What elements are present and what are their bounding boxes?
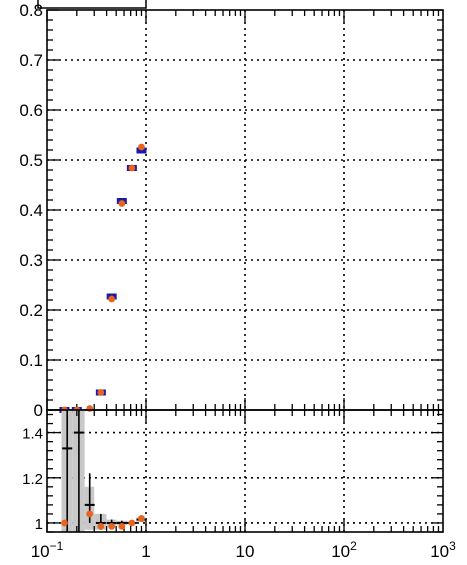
data-point-circle <box>108 523 115 530</box>
data-point-circle <box>138 515 145 522</box>
y-tick-label: 1.2 <box>22 471 43 488</box>
y-tick-label: 0.2 <box>19 301 43 320</box>
x-tick-label: 1 <box>141 542 150 561</box>
y-tick-label: 0.8 <box>19 1 43 20</box>
data-point-circle <box>118 200 125 207</box>
y-tick-label: 0.6 <box>19 101 43 120</box>
x-tick-label: 10−1 <box>31 539 64 561</box>
data-point-circle <box>108 296 115 303</box>
y-tick-label: 0.4 <box>19 201 43 220</box>
data-point-circle <box>61 520 68 527</box>
data-point-circle <box>138 144 145 151</box>
main-panel: 0 0.1 0.2 0.3 0.4 0.5 0.6 0.7 0.8 <box>19 1 443 420</box>
x-tick-label: 103 <box>430 539 456 561</box>
x-tick-label: 10 <box>236 542 255 561</box>
data-point-circle <box>86 511 93 518</box>
y-tick-label: 0.3 <box>19 251 43 270</box>
y-tick-label: 1 <box>35 516 43 533</box>
data-point-circle <box>97 389 104 396</box>
data-point-circle <box>128 165 135 172</box>
y-tick-label: 1.4 <box>22 426 43 443</box>
x-tick-label: 102 <box>331 539 357 561</box>
y-tick-label: 0.5 <box>19 151 43 170</box>
y-tick-label: 0.7 <box>19 51 43 70</box>
legend-box-fragment <box>38 0 146 8</box>
y-tick-label: 0 <box>34 401 43 420</box>
data-point-circle <box>97 523 104 530</box>
data-point-circle <box>128 520 135 527</box>
ratio-panel: 1 1.2 1.4 10−1 1 10 102 103 <box>22 410 456 561</box>
data-point-circle <box>86 405 93 412</box>
data-point-circle <box>118 523 125 530</box>
y-tick-label: 0.1 <box>19 351 43 370</box>
